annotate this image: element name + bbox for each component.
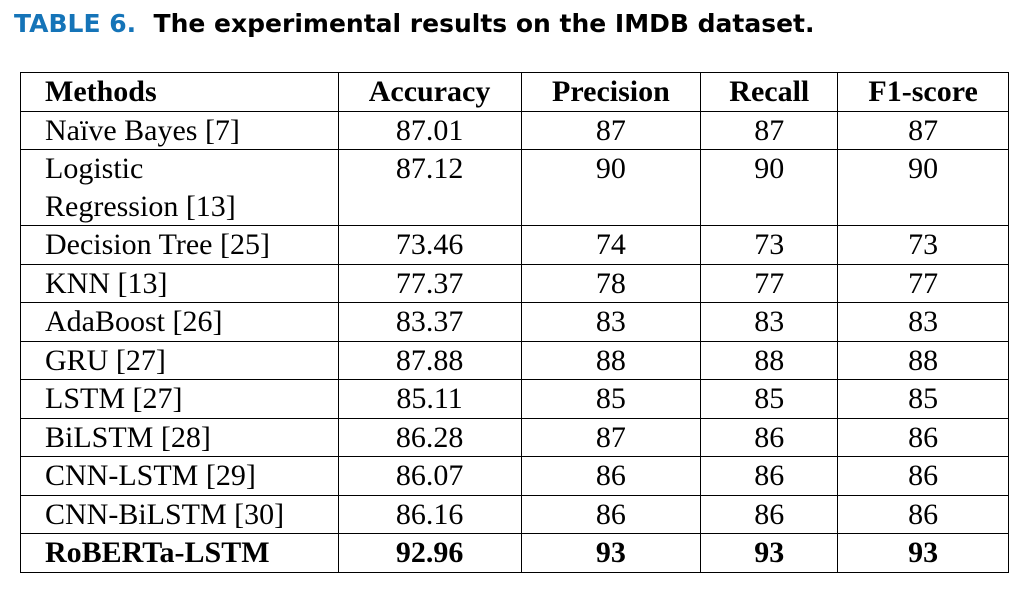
table-row-proposed-method: RoBERTa-LSTM 92.96 93 93 93: [20, 533, 1009, 573]
accuracy-cell: 86.16: [337, 494, 522, 534]
results-table: Methods Accuracy Precision Recall F1-sco…: [20, 72, 1009, 573]
f1-score-cell: 86: [837, 456, 1009, 496]
table-row: LSTM [27] 85.11 85 85 85: [20, 379, 1009, 419]
recall-cell: 93: [700, 533, 839, 573]
method-name: AdaBoost [26]: [45, 305, 223, 338]
table-row: GRU [27] 87.88 88 88 88: [20, 340, 1009, 380]
precision-cell: 83: [520, 302, 702, 342]
method-cell: LSTM [27]: [20, 379, 339, 419]
method-cell: AdaBoost [26]: [20, 302, 339, 342]
accuracy-cell: 85.11: [337, 379, 522, 419]
method-cell: Naïve Bayes [7]: [20, 110, 339, 150]
f1-score-cell: 88: [837, 340, 1009, 380]
recall-cell: 86: [700, 494, 839, 534]
recall-cell: 88: [700, 340, 839, 380]
accuracy-cell: 87.12: [337, 149, 522, 226]
precision-cell: 78: [520, 263, 702, 303]
table-row: Decision Tree [25] 73.46 74 73 73: [20, 225, 1009, 265]
accuracy-cell: 87.88: [337, 340, 522, 380]
method-name: Naïve Bayes [7]: [45, 113, 240, 147]
recall-cell: 90: [700, 149, 839, 226]
table-row: KNN [13] 77.37 78 77 77: [20, 263, 1009, 303]
method-cell: CNN-BiLSTM [30]: [20, 494, 339, 534]
accuracy-cell: 77.37: [337, 263, 522, 303]
accuracy-cell: 92.96: [337, 533, 522, 573]
method-name-line-1: Logistic: [45, 152, 144, 185]
accuracy-cell: 73.46: [337, 225, 522, 265]
f1-score-cell: 93: [837, 533, 1009, 573]
precision-cell: 86: [520, 456, 702, 496]
method-name: KNN [13]: [45, 266, 168, 300]
table-row: Logistic Regression [13] 87.12 90 90 90: [20, 149, 1009, 226]
method-name: LSTM [27]: [45, 382, 183, 415]
precision-cell: 74: [520, 225, 702, 265]
method-cell: Logistic Regression [13]: [20, 149, 339, 226]
accuracy-cell: 83.37: [337, 302, 522, 342]
f1-score-cell: 86: [837, 417, 1009, 457]
table-row: CNN-LSTM [29] 86.07 86 86 86: [20, 456, 1009, 496]
header-row: Methods Accuracy Precision Recall F1-sco…: [20, 72, 1009, 112]
table-caption: TABLE 6. The experimental results on the…: [14, 6, 815, 42]
f1-score-cell: 73: [837, 225, 1009, 265]
precision-cell: 87: [520, 110, 702, 150]
method-cell: CNN-LSTM [29]: [20, 456, 339, 496]
recall-cell: 86: [700, 417, 839, 457]
table-row: AdaBoost [26] 83.37 83 83 83: [20, 302, 1009, 342]
f1-score-cell: 77: [837, 263, 1009, 303]
method-name: Decision Tree [25]: [45, 228, 270, 261]
method-cell: RoBERTa-LSTM: [20, 533, 339, 573]
f1-score-cell: 90: [837, 149, 1009, 226]
method-name: GRU [27]: [45, 343, 166, 377]
table-number-label: TABLE 6.: [14, 9, 137, 38]
precision-cell: 85: [520, 379, 702, 419]
precision-cell: 87: [520, 417, 702, 457]
recall-cell: 87: [700, 110, 839, 150]
table-row: CNN-BiLSTM [30] 86.16 86 86 86: [20, 494, 1009, 534]
f1-score-cell: 85: [837, 379, 1009, 419]
column-header-f1-score: F1-score: [837, 72, 1009, 112]
method-cell: GRU [27]: [20, 340, 339, 380]
table-row: Naïve Bayes [7] 87.01 87 87 87: [20, 110, 1009, 150]
table-caption-text: The experimental results on the IMDB dat…: [153, 9, 815, 38]
recall-cell: 77: [700, 263, 839, 303]
accuracy-cell: 86.07: [337, 456, 522, 496]
precision-cell: 90: [520, 149, 702, 226]
method-cell: BiLSTM [28]: [20, 417, 339, 457]
f1-score-cell: 86: [837, 494, 1009, 534]
method-name: RoBERTa-LSTM: [45, 536, 270, 569]
recall-cell: 85: [700, 379, 839, 419]
method-cell: KNN [13]: [20, 263, 339, 303]
method-name: BiLSTM [28]: [45, 420, 211, 454]
recall-cell: 83: [700, 302, 839, 342]
precision-cell: 88: [520, 340, 702, 380]
method-name: CNN-BiLSTM [30]: [45, 497, 285, 531]
method-name-line-2: Regression [13]: [45, 189, 236, 223]
f1-score-cell: 83: [837, 302, 1009, 342]
column-header-accuracy: Accuracy: [337, 72, 522, 112]
f1-score-cell: 87: [837, 110, 1009, 150]
column-header-methods: Methods: [20, 72, 339, 112]
column-header-precision: Precision: [520, 72, 702, 112]
accuracy-cell: 87.01: [337, 110, 522, 150]
recall-cell: 73: [700, 225, 839, 265]
method-name: CNN-LSTM [29]: [45, 459, 256, 492]
column-header-recall: Recall: [700, 72, 839, 112]
method-cell: Decision Tree [25]: [20, 225, 339, 265]
table-row: BiLSTM [28] 86.28 87 86 86: [20, 417, 1009, 457]
recall-cell: 86: [700, 456, 839, 496]
precision-cell: 93: [520, 533, 702, 573]
precision-cell: 86: [520, 494, 702, 534]
accuracy-cell: 86.28: [337, 417, 522, 457]
